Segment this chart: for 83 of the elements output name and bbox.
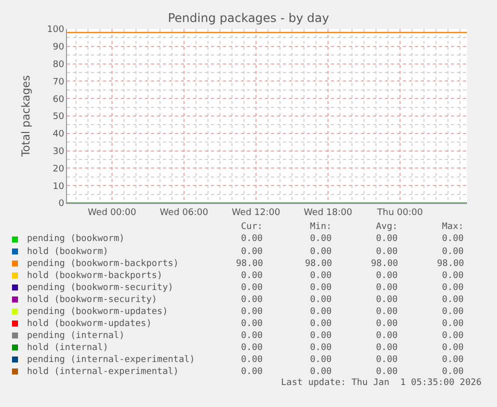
text: 0.00 [376, 283, 398, 293]
text: 0.00 [376, 271, 398, 281]
text: 0.00 [376, 234, 398, 244]
text: 0.00 [442, 283, 464, 293]
text: 0.00 [310, 307, 332, 317]
text: 0.00 [376, 343, 398, 353]
text: 0.00 [376, 307, 398, 317]
text: 0.00 [442, 367, 464, 377]
legend-label: hold (bookworm) [27, 247, 108, 257]
text: 0.00 [241, 331, 263, 341]
legend-label: pending (internal) [27, 331, 125, 341]
y-tick-label: 40 [52, 130, 64, 140]
y-tick-label: 10 [52, 182, 64, 192]
y-axis-title: Total packages [20, 75, 33, 158]
y-tick-label: 50 [52, 112, 64, 122]
text: 0.00 [442, 234, 464, 244]
text: 0.00 [310, 234, 332, 244]
text: 0.00 [376, 247, 398, 257]
text: 0.00 [442, 247, 464, 257]
y-tick-label: 80 [52, 60, 64, 70]
text: 0.00 [376, 355, 398, 365]
text: 0.00 [310, 343, 332, 353]
y-tick-label: 0 [58, 199, 64, 210]
text: 0.00 [310, 271, 332, 281]
text: 98.00 [305, 259, 332, 269]
text: 0.00 [241, 295, 263, 305]
text: Cur: [241, 222, 263, 232]
text: 0.00 [376, 367, 398, 377]
text: 0.00 [241, 319, 263, 329]
text: 0.00 [310, 283, 332, 293]
text: 0.00 [310, 295, 332, 305]
legend-label: hold (bookworm-backports) [27, 271, 162, 281]
text: Last update: Thu Jan 1 05:35:00 2026 [281, 378, 482, 388]
y-tick-label: 70 [52, 77, 64, 88]
text: 0.00 [310, 331, 332, 341]
x-tick-label: Thu 00:00 [376, 208, 424, 218]
legend-label: hold (bookworm-security) [27, 295, 158, 305]
x-tick-label: Wed 18:00 [304, 208, 352, 218]
text: 0.00 [241, 367, 263, 377]
y-tick-label: 100 [47, 25, 64, 36]
text: Min: [310, 222, 332, 232]
y-tick-label: 20 [52, 164, 64, 174]
text: 0.00 [376, 319, 398, 329]
text: 0.00 [442, 355, 464, 365]
text: 0.00 [442, 295, 464, 305]
text: 0.00 [241, 247, 263, 257]
x-tick-label: Wed 06:00 [160, 208, 208, 218]
y-tick-label: 90 [52, 42, 64, 53]
text: 0.00 [442, 307, 464, 317]
text: 0.00 [241, 307, 263, 317]
legend-label: hold (bookworm-updates) [27, 319, 152, 329]
x-tick-label: Wed 00:00 [88, 208, 136, 218]
text: 0.00 [310, 319, 332, 329]
text: 0.00 [241, 283, 263, 293]
x-tick-label: Wed 12:00 [232, 208, 280, 218]
legend-label: hold (internal) [27, 343, 108, 353]
text: 0.00 [241, 271, 263, 281]
text: 0.00 [442, 343, 464, 353]
y-tick-label: 30 [52, 146, 64, 157]
text: 0.00 [442, 271, 464, 281]
chart-title: Pending packages - by day [168, 11, 330, 26]
text: 98.00 [437, 259, 464, 269]
text: 0.00 [442, 319, 464, 329]
legend-label: pending (bookworm-updates) [27, 307, 168, 317]
text: 98.00 [236, 259, 264, 269]
text: 0.00 [310, 247, 332, 257]
legend-label: pending (bookworm) [27, 234, 125, 244]
legend-label: pending (bookworm-backports) [27, 259, 179, 269]
legend-label: pending (internal-experimental) [27, 355, 195, 365]
legend-label: pending (bookworm-security) [27, 283, 174, 293]
text: 98.00 [371, 259, 398, 269]
text: Avg: [376, 222, 398, 232]
y-tick-label: 60 [52, 94, 64, 105]
legend-label: hold (internal-experimental) [27, 367, 179, 377]
text: 0.00 [442, 331, 464, 341]
text: 0.00 [241, 343, 263, 353]
text: 0.00 [376, 295, 398, 305]
text: 0.00 [310, 355, 332, 365]
text: 0.00 [376, 331, 398, 341]
text: Max: [442, 222, 464, 232]
text: 0.00 [241, 355, 263, 365]
text: 0.00 [310, 367, 332, 377]
text: 0.00 [241, 234, 263, 244]
